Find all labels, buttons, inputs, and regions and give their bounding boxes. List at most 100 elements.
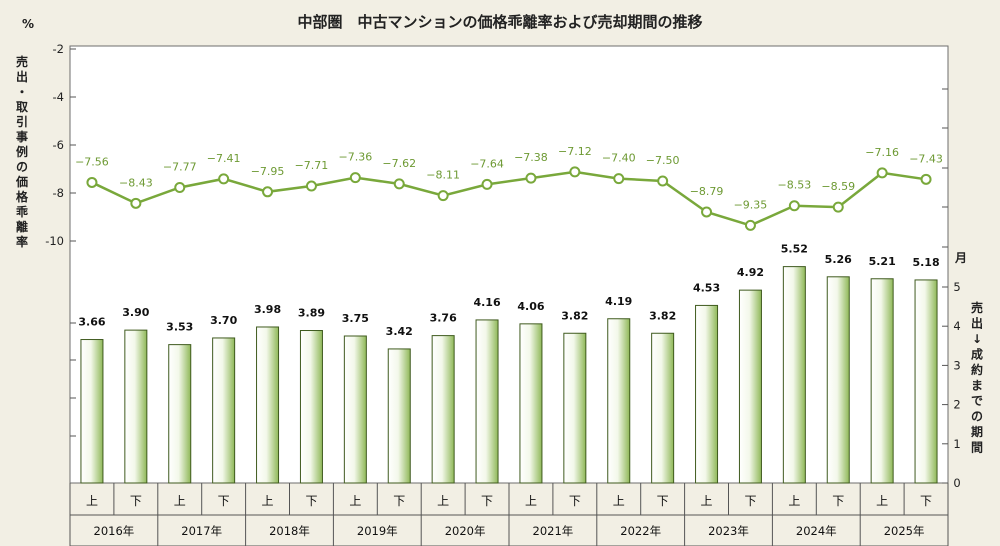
left-axis-label-char: 乖 <box>16 204 28 219</box>
bar-value-label: 5.26 <box>825 253 852 266</box>
bar <box>475 319 499 484</box>
line-value-label: −7.36 <box>338 151 372 164</box>
left-axis-label-char: 引 <box>16 115 28 129</box>
chart-title: 中部圏 中古マンションの価格乖離率および売却期間の推移 <box>297 13 702 31</box>
line-point <box>393 178 405 190</box>
left-tick-label: -6 <box>53 138 64 152</box>
left-axis-label-char: 売 <box>16 54 28 69</box>
line-point <box>920 173 932 185</box>
left-tick-label: -2 <box>53 42 64 56</box>
right-axis-label-char: で <box>971 394 983 408</box>
line-point <box>130 197 142 209</box>
year-label: 2021年 <box>533 524 574 538</box>
line-value-label: −7.64 <box>470 157 504 170</box>
right-axis-label-char: 売 <box>971 300 983 315</box>
line-point <box>218 173 230 185</box>
year-label: 2019年 <box>357 524 398 538</box>
bar <box>343 335 367 484</box>
bar <box>914 279 938 484</box>
line-value-label: −7.43 <box>909 152 943 165</box>
line-value-label: −8.43 <box>119 176 153 189</box>
line-value-label: −8.59 <box>821 180 855 193</box>
line-value-label: −7.38 <box>514 151 548 164</box>
left-tick-label: -4 <box>53 90 64 104</box>
bar <box>387 348 411 484</box>
period-label: 上 <box>262 494 274 508</box>
line-value-label: −7.50 <box>646 154 680 167</box>
year-label: 2025年 <box>884 524 925 538</box>
left-axis-label-char: ・ <box>16 85 28 99</box>
bar-value-label: 3.76 <box>430 312 457 325</box>
line-value-label: −7.40 <box>602 152 636 165</box>
right-tick-label: 2 <box>953 398 960 412</box>
bar <box>870 278 894 484</box>
x-axis: 上 下 上 下 上 下 上 下 上 下 上 下 上 下 上 下 上 下 上 下 2016年 2017年 2018年 2019年… <box>69 483 949 546</box>
bar-value-label: 5.18 <box>912 256 939 269</box>
left-axis-label-char: 事 <box>16 129 28 144</box>
period-label: 下 <box>481 494 493 508</box>
left-axis-unit: % <box>22 17 34 31</box>
bar <box>651 332 675 484</box>
line-point <box>262 186 274 198</box>
period-label: 下 <box>744 494 756 508</box>
period-label: 上 <box>349 494 361 508</box>
period-label: 上 <box>525 494 537 508</box>
right-axis-label-char: 間 <box>971 441 983 455</box>
right-axis-ticks: 0 1 2 3 4 5 <box>942 88 961 490</box>
line-point <box>613 173 625 185</box>
bar-value-label: 4.06 <box>517 300 544 313</box>
bar-value-label: 3.66 <box>78 316 105 329</box>
bar <box>607 318 631 484</box>
bar-value-label: 3.42 <box>386 325 413 338</box>
year-label: 2023年 <box>708 524 749 538</box>
line-value-label: −7.62 <box>382 157 416 170</box>
period-label: 下 <box>393 494 405 508</box>
period-label: 上 <box>613 494 625 508</box>
line-point <box>788 200 800 212</box>
period-label: 下 <box>832 494 844 508</box>
bar-value-label: 5.21 <box>869 255 896 268</box>
bar <box>519 323 543 484</box>
line-value-label: −7.41 <box>207 152 241 165</box>
right-axis-unit: 月 <box>954 251 967 265</box>
bar-value-label: 4.53 <box>693 281 720 294</box>
plot-area <box>69 45 949 484</box>
bar <box>431 335 455 484</box>
period-label: 下 <box>305 494 317 508</box>
left-axis-label-char: 価 <box>15 174 28 189</box>
period-label: 上 <box>174 494 186 508</box>
line-point <box>437 190 449 202</box>
line-point <box>349 172 361 184</box>
line-value-label: −9.35 <box>734 198 768 211</box>
bar-value-label: 4.19 <box>605 295 632 308</box>
line-value-label: −8.11 <box>426 169 460 182</box>
period-label: 上 <box>701 494 713 508</box>
right-tick-label: 1 <box>953 437 960 451</box>
right-tick-label: 4 <box>953 319 960 333</box>
bar-value-label: 3.82 <box>649 309 676 322</box>
left-axis-label-char: 例 <box>16 144 28 159</box>
line-point <box>525 172 537 184</box>
period-label: 上 <box>437 494 449 508</box>
line-point <box>657 175 669 187</box>
year-label: 2016年 <box>94 524 135 538</box>
line-value-label: −8.53 <box>777 179 811 192</box>
period-label: 下 <box>130 494 142 508</box>
right-axis-label-char: の <box>971 410 983 424</box>
line-value-label: −7.56 <box>75 155 109 168</box>
year-label: 2017年 <box>181 524 222 538</box>
period-label: 上 <box>788 494 800 508</box>
bar <box>299 330 323 484</box>
bar <box>738 289 762 484</box>
period-label: 上 <box>86 494 98 508</box>
line-labels: −7.56 −8.43 −7.77 −7.41 −7.95 −7.71 −7.36 −7.62… <box>75 145 943 212</box>
line-point <box>832 201 844 213</box>
line-point <box>569 166 581 178</box>
left-axis-label-char: 出 <box>16 69 28 84</box>
period-label: 下 <box>657 494 669 508</box>
line-point <box>876 167 888 179</box>
bar-value-label: 3.90 <box>122 306 149 319</box>
right-axis-label-char: 約 <box>971 362 983 377</box>
